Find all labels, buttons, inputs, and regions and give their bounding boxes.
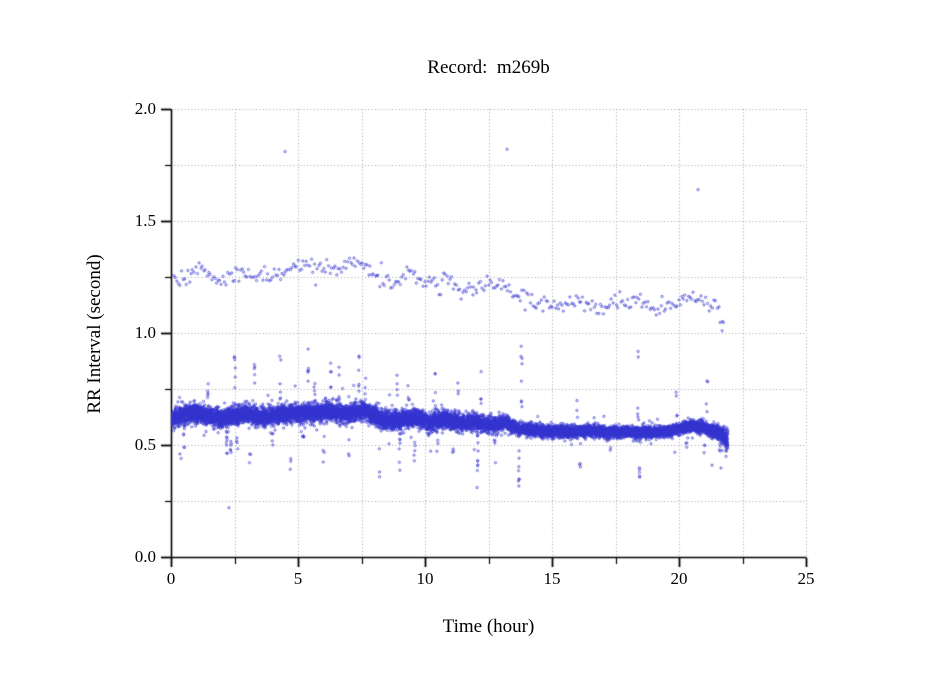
x-tick-label: 20	[670, 569, 688, 588]
x-axis-label: Time (hour)	[442, 616, 535, 637]
x-tick-label: 5	[293, 569, 303, 588]
x-tick-label: 15	[543, 569, 561, 588]
y-tick-label: 0.0	[134, 547, 156, 566]
x-tick-label: 25	[797, 569, 815, 588]
y-tick-label: 1.5	[134, 211, 156, 230]
y-tick-label: 2.0	[134, 99, 156, 118]
y-tick-label: 1.0	[134, 323, 156, 342]
x-tick-label: 0	[166, 569, 176, 588]
y-tick-label: 0.5	[134, 435, 156, 454]
chart-title: Record: m269b	[427, 57, 550, 78]
x-tick-label: 10	[416, 569, 434, 588]
